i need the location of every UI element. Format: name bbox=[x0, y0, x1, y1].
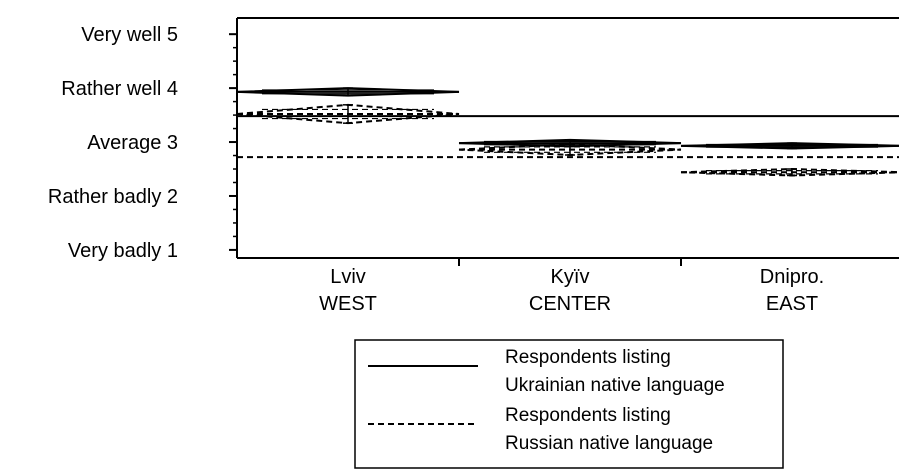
y-tick-label: Average 3 bbox=[87, 132, 178, 154]
legend-label-line1: Respondents listing bbox=[505, 347, 671, 368]
plot-frame bbox=[236, 17, 899, 259]
legend-label-line2: Russian native language bbox=[505, 433, 713, 454]
mean-diamonds bbox=[236, 87, 899, 177]
x-category-label: Kyïv bbox=[551, 266, 590, 288]
y-tick-label: Very badly 1 bbox=[68, 240, 178, 262]
y-axis: Very well 5 Rather well 4 Average 3 Rather … bbox=[48, 24, 237, 262]
x-region-label: EAST bbox=[766, 293, 818, 315]
legend-label-line2: Ukrainian native language bbox=[505, 375, 725, 396]
mean-diamond-russian bbox=[680, 168, 899, 177]
x-category-label: Lviv bbox=[330, 266, 366, 288]
x-axis: Lviv WEST Kyïv CENTER Dnipro. EAST bbox=[319, 258, 824, 315]
y-tick-label: Rather well 4 bbox=[61, 78, 178, 100]
x-category-label: Dnipro. bbox=[760, 266, 824, 288]
y-tick-label: Very well 5 bbox=[81, 24, 178, 46]
legend-box bbox=[354, 339, 784, 469]
y-tick-label: Rather badly 2 bbox=[48, 186, 178, 208]
x-region-label: WEST bbox=[319, 293, 377, 315]
legend: Respondents listing Ukrainian native lang… bbox=[354, 339, 784, 469]
x-region-label: CENTER bbox=[529, 293, 611, 315]
legend-label-line1: Respondents listing bbox=[505, 405, 671, 426]
